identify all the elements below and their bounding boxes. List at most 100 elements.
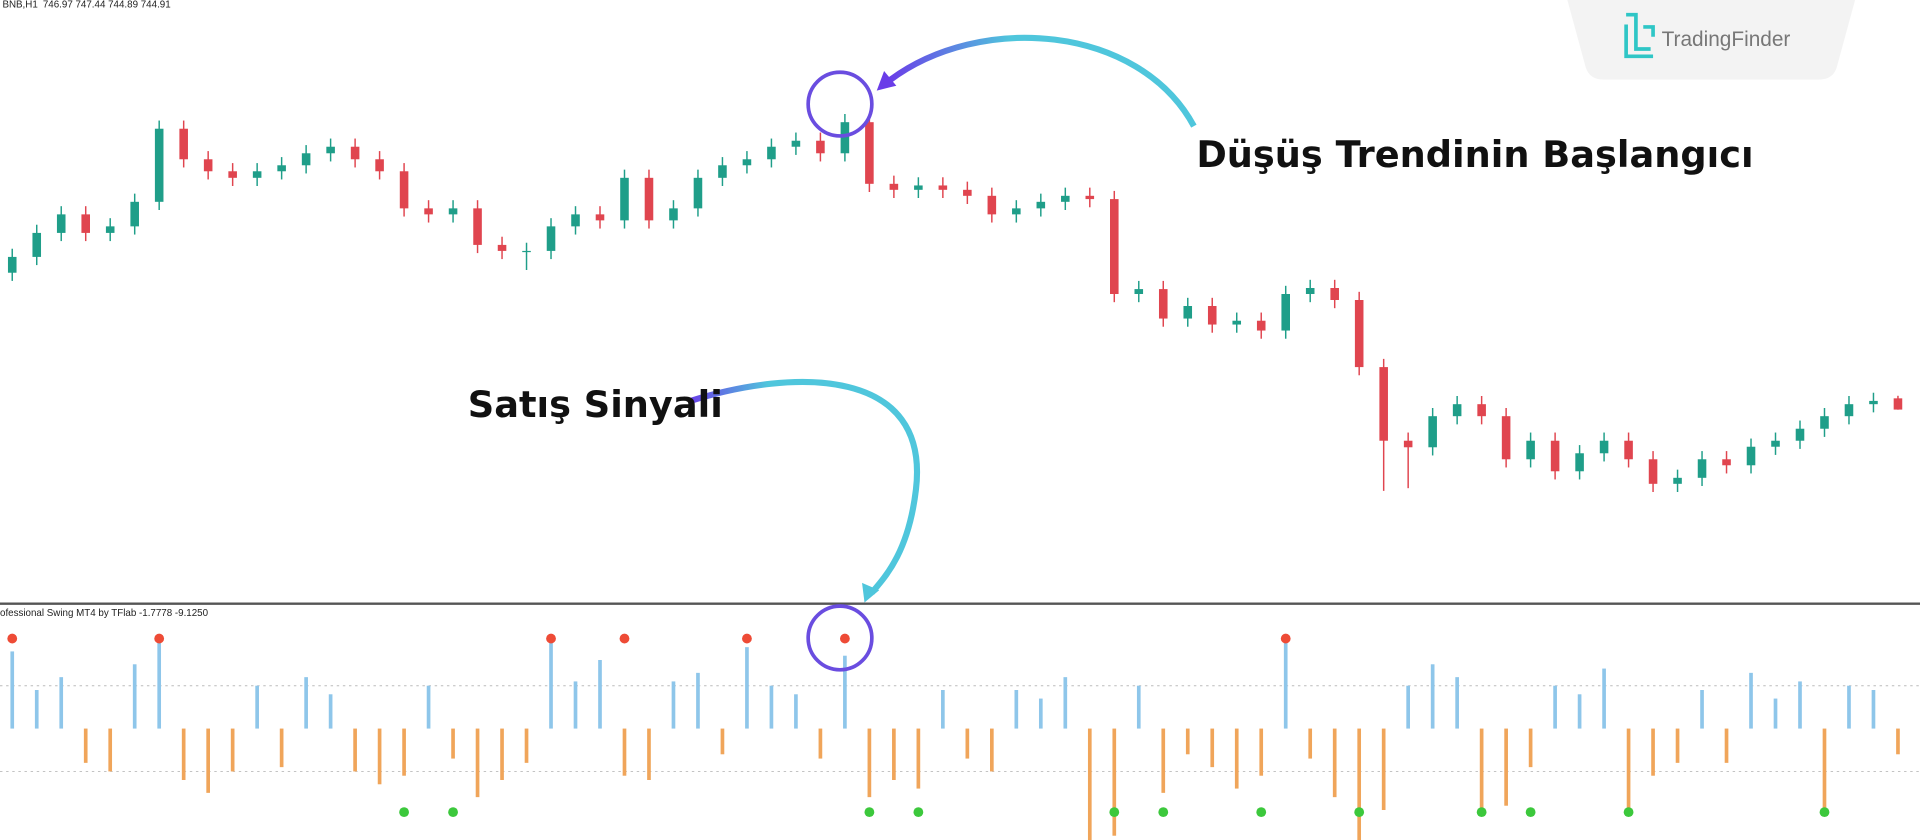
candle-body — [1428, 416, 1437, 448]
buy-signal — [399, 807, 409, 818]
candle-body — [399, 171, 409, 209]
candle-body — [1795, 428, 1805, 441]
histogram-bar — [1357, 728, 1362, 840]
histogram-bar — [1381, 728, 1386, 810]
candle-body — [522, 250, 531, 253]
histogram-bar — [1700, 690, 1704, 729]
buy-signal — [1819, 807, 1830, 818]
symbol: BNB,H1 — [2, 0, 37, 10]
histogram-bar — [573, 681, 578, 729]
candle-body — [1379, 367, 1388, 441]
candle-body — [644, 177, 654, 221]
candle-body — [32, 232, 42, 257]
histogram-bar — [1038, 698, 1043, 729]
histogram-bar — [1896, 728, 1900, 755]
candle-body — [546, 226, 556, 251]
histogram-bar — [598, 660, 602, 729]
candle-body — [1624, 440, 1633, 460]
arrow-head — [862, 582, 880, 603]
histogram-bar — [1675, 728, 1680, 763]
histogram-bar — [181, 728, 186, 780]
candle-body — [1820, 416, 1829, 429]
candle-body — [203, 159, 213, 172]
histogram-bar — [892, 728, 896, 780]
histogram-bar — [1504, 728, 1508, 806]
candle-body — [448, 208, 458, 215]
candle-body — [1599, 440, 1609, 454]
candle-body — [497, 244, 507, 251]
histogram-bar — [1063, 677, 1068, 729]
candle-body — [767, 146, 776, 160]
histogram-bar — [843, 655, 847, 729]
candle-body — [1354, 300, 1364, 368]
candle-body — [1036, 201, 1046, 209]
histogram-bar — [867, 728, 872, 798]
candle-body — [620, 177, 629, 221]
histogram-bar — [34, 690, 39, 729]
histogram-bar — [1626, 728, 1631, 815]
buy-signal — [1158, 807, 1169, 818]
histogram-bar — [1259, 728, 1264, 776]
histogram-bar — [1749, 672, 1753, 729]
histogram-bar — [941, 690, 945, 729]
candle-body — [1673, 477, 1682, 484]
arrow — [887, 34, 1197, 128]
histogram-bar — [206, 728, 210, 793]
candle-body — [7, 256, 17, 273]
candle-body — [1183, 306, 1193, 319]
histogram-bar — [1455, 677, 1459, 729]
candle-body — [301, 153, 311, 166]
candle-body — [791, 140, 801, 147]
histogram-bar — [1773, 698, 1778, 729]
histogram-bar — [1136, 685, 1141, 729]
candle-body — [1893, 398, 1903, 410]
candle-body — [1575, 453, 1584, 472]
candle-body — [1110, 199, 1119, 294]
highlight-circle — [806, 604, 874, 672]
buy-signal — [1109, 807, 1120, 818]
histogram-bar — [965, 728, 970, 759]
candle-body — [1526, 440, 1535, 460]
annotation: Düşüş Trendinin Başlangıcı — [1196, 133, 1753, 176]
histogram-bar — [1528, 728, 1533, 768]
candle-body — [1134, 289, 1144, 294]
histogram-bar — [157, 642, 162, 729]
sell-signal — [154, 633, 165, 644]
candle-body — [1207, 306, 1217, 325]
histogram-bar — [1406, 685, 1410, 729]
candle-body — [1869, 400, 1878, 405]
candle-body — [1256, 320, 1266, 331]
histogram-bar — [304, 677, 308, 729]
sell-signal — [546, 633, 556, 644]
candle-body — [669, 208, 678, 221]
histogram-bar — [353, 728, 357, 772]
histogram-bar — [1724, 728, 1729, 763]
candle-body — [816, 140, 825, 154]
candle-body — [1844, 404, 1854, 417]
arrow — [687, 378, 921, 595]
sell-signal — [7, 633, 18, 644]
ohlc-values: 746.97 747.44 744.89 744.91 — [43, 0, 171, 10]
histogram-bar — [794, 694, 798, 729]
candle-body — [1281, 294, 1290, 331]
histogram-bar — [1185, 728, 1190, 755]
candle-body — [56, 214, 66, 233]
sell-signal — [742, 633, 752, 644]
candle-body — [105, 226, 115, 233]
candle-body — [914, 185, 923, 190]
candle-body — [1232, 320, 1242, 325]
histogram-bar — [328, 694, 333, 729]
sell-signal — [1280, 633, 1291, 644]
histogram-bar — [1847, 685, 1851, 729]
histogram-bar — [83, 728, 88, 763]
candle-body — [963, 189, 972, 196]
histogram-bar — [10, 651, 15, 729]
candle-body — [424, 208, 433, 215]
indicator-label: ofessional Swing MT4 by TFlab -1.7778 -9… — [0, 608, 209, 619]
candle-body — [1061, 195, 1070, 202]
histogram-bar — [255, 685, 259, 729]
candle-body — [1697, 459, 1707, 478]
histogram-bar — [818, 728, 823, 759]
histogram-bar — [1308, 728, 1313, 759]
candle-body — [840, 122, 850, 154]
